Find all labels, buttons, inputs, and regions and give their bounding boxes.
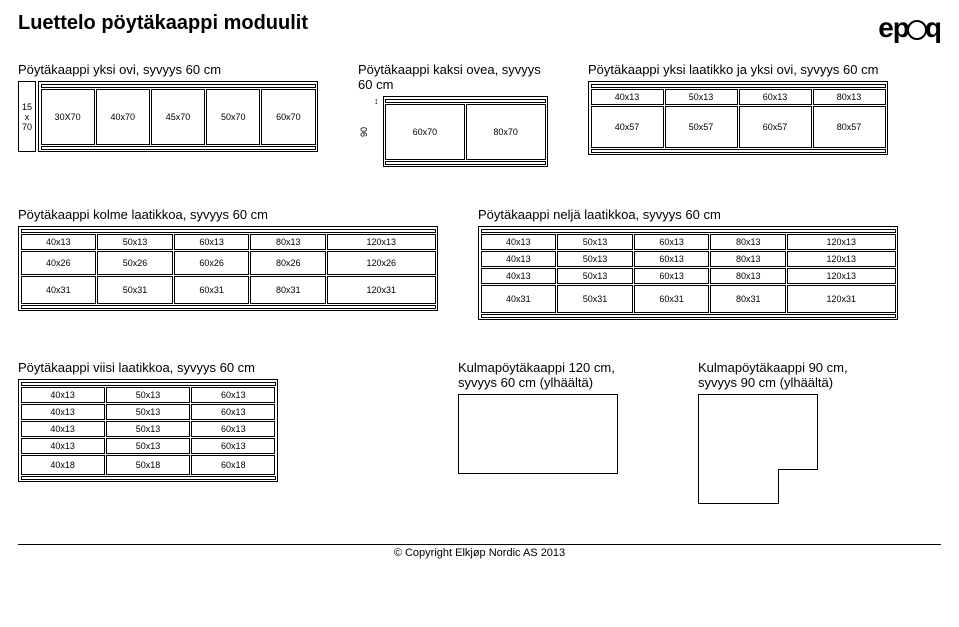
- cell: 60x31: [634, 285, 710, 313]
- section-title: Pöytäkaappi kolme laatikkoa, syvyys 60 c…: [18, 207, 438, 222]
- section-corner-90: Kulmapöytäkaappi 90 cm, syvyys 90 cm (yl…: [698, 360, 898, 504]
- cell: 60x13: [634, 251, 710, 267]
- corner-shape-90: [698, 394, 818, 504]
- copyright: © Copyright Elkjøp Nordic AS 2013: [18, 544, 941, 559]
- cell: 80x13: [813, 89, 886, 105]
- cell: 60x13: [634, 268, 710, 284]
- cell: 50x13: [557, 268, 633, 284]
- cell: 120x31: [787, 285, 895, 313]
- cell: 80x26: [250, 251, 326, 275]
- section-single-door: Pöytäkaappi yksi ovi, syvyys 60 cm 15 x …: [18, 62, 318, 152]
- dim-90: 90: [358, 96, 370, 167]
- cell: 80x31: [710, 285, 786, 313]
- cell: 50x57: [665, 106, 738, 148]
- section-four-drawers: Pöytäkaappi neljä laatikkoa, syvyys 60 c…: [478, 207, 898, 320]
- section-title: Kulmapöytäkaappi 90 cm, syvyys 90 cm (yl…: [698, 360, 898, 390]
- cell: 40x13: [481, 251, 557, 267]
- cell: 60x13: [191, 404, 275, 420]
- cell: 50x13: [106, 421, 190, 437]
- cell: 45x70: [151, 89, 205, 145]
- cell: 40x13: [21, 387, 105, 403]
- cell: 80x70: [466, 104, 546, 160]
- cell: 50x31: [557, 285, 633, 313]
- cell: 50x13: [557, 251, 633, 267]
- cell: 40x31: [21, 276, 97, 304]
- cell: 120x13: [327, 234, 435, 250]
- cell: 50x13: [665, 89, 738, 105]
- cell: 80x31: [250, 276, 326, 304]
- cell: 120x13: [787, 251, 895, 267]
- cell: 60x13: [191, 438, 275, 454]
- cell: 60x57: [739, 106, 812, 148]
- page-title: Luettelo pöytäkaappi moduulit: [18, 12, 308, 35]
- cell: 40x13: [21, 234, 97, 250]
- cell: 80x57: [813, 106, 886, 148]
- cell: 50x13: [106, 404, 190, 420]
- cell: 40x13: [481, 268, 557, 284]
- cell: 80x13: [710, 251, 786, 267]
- cell: 40x13: [481, 234, 557, 250]
- cell: 60x70: [261, 89, 315, 145]
- cell: 120x13: [787, 268, 895, 284]
- cell: 120x31: [327, 276, 435, 304]
- cell: 60x13: [174, 234, 250, 250]
- section-five-drawers: Pöytäkaappi viisi laatikkoa, syvyys 60 c…: [18, 360, 278, 482]
- section-title: Pöytäkaappi viisi laatikkoa, syvyys 60 c…: [18, 360, 278, 375]
- section-title: Pöytäkaappi yksi ovi, syvyys 60 cm: [18, 62, 318, 77]
- section-title: Kulmapöytäkaappi 120 cm, syvyys 60 cm (y…: [458, 360, 658, 390]
- cell: 120x26: [327, 251, 435, 275]
- cell: 40x57: [591, 106, 664, 148]
- cell: 40x13: [591, 89, 664, 105]
- cell: 50x13: [106, 387, 190, 403]
- cell: 40x18: [21, 455, 105, 475]
- cell: 40x26: [21, 251, 97, 275]
- cell: 80x13: [710, 268, 786, 284]
- cell: 60x26: [174, 251, 250, 275]
- section-title: Pöytäkaappi neljä laatikkoa, syvyys 60 c…: [478, 207, 898, 222]
- cell: 60x13: [191, 421, 275, 437]
- cell: 50x13: [106, 438, 190, 454]
- cell: 30X70: [41, 89, 95, 145]
- cell: 40x31: [481, 285, 557, 313]
- cell: 60x31: [174, 276, 250, 304]
- logo: epq: [878, 12, 941, 44]
- cell: 60x13: [634, 234, 710, 250]
- cell: 50x18: [106, 455, 190, 475]
- cell: 80x13: [250, 234, 326, 250]
- cell: 40x13: [21, 421, 105, 437]
- cell: 80x13: [710, 234, 786, 250]
- section-corner-120: Kulmapöytäkaappi 120 cm, syvyys 60 cm (y…: [458, 360, 658, 474]
- section-double-door: Pöytäkaappi kaksi ovea, syvyys 60 cm 90 …: [358, 62, 548, 167]
- section-three-drawers: Pöytäkaappi kolme laatikkoa, syvyys 60 c…: [18, 207, 438, 311]
- cell: 50x13: [97, 234, 173, 250]
- cell: 60x70: [385, 104, 465, 160]
- cell: 50x26: [97, 251, 173, 275]
- section-drawer-door: Pöytäkaappi yksi laatikko ja yksi ovi, s…: [588, 62, 888, 155]
- cell: 120x13: [787, 234, 895, 250]
- cell: 40x13: [21, 404, 105, 420]
- section-title: Pöytäkaappi yksi laatikko ja yksi ovi, s…: [588, 62, 888, 77]
- cell: 60x13: [739, 89, 812, 105]
- cell: 50x31: [97, 276, 173, 304]
- section-title: Pöytäkaappi kaksi ovea, syvyys 60 cm: [358, 62, 548, 92]
- cell: 40x13: [21, 438, 105, 454]
- cell: 60x13: [191, 387, 275, 403]
- cell: 60x18: [191, 455, 275, 475]
- cell: 40x70: [96, 89, 150, 145]
- cell: 50x70: [206, 89, 260, 145]
- corner-shape-120: [458, 394, 618, 474]
- cell: 50x13: [557, 234, 633, 250]
- side-dim: 15 x 70: [18, 81, 36, 152]
